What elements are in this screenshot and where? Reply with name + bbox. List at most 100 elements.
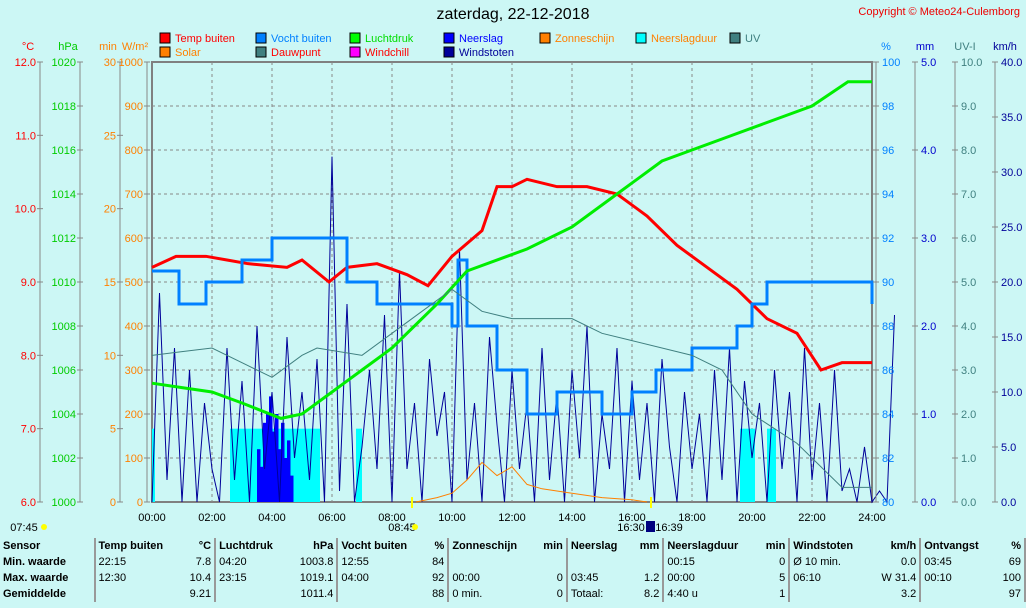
table-cell: 00:15 xyxy=(667,556,695,568)
axis-tick-label: 0.0 xyxy=(1001,497,1016,509)
axis-unit-label: km/h xyxy=(993,41,1017,53)
axis-tick-label: 800 xyxy=(125,145,143,157)
axis-unit-label: °C xyxy=(22,41,34,53)
table-cell: 00:00 xyxy=(667,572,695,584)
axis-tick-label: 20.0 xyxy=(1001,277,1022,289)
axis-tick-label: 30 xyxy=(104,57,116,69)
table-cell: 7.8 xyxy=(180,554,217,570)
x-tick-label: 24:00 xyxy=(858,512,886,524)
axis-tick-label: 1.0 xyxy=(961,453,976,465)
axis-tick-label: 10.0 xyxy=(961,57,982,69)
x-tick-label: 14:00 xyxy=(558,512,586,524)
sun-icon xyxy=(412,524,418,530)
series-temp-buiten xyxy=(151,177,872,372)
axis-tick-label: 100 xyxy=(882,57,900,69)
axis-tick-label: 400 xyxy=(125,321,143,333)
axis-tick-label: 3.0 xyxy=(921,233,936,245)
sun-event-time: 16:30 xyxy=(617,522,645,534)
legend-label: Neerslagduur xyxy=(651,33,717,45)
axis-tick-label: 4.0 xyxy=(961,321,976,333)
table-cell xyxy=(86,538,96,554)
series-vocht-buiten xyxy=(152,236,874,416)
axis-tick-label: 90 xyxy=(882,277,894,289)
table-cell: 12:55 xyxy=(341,556,369,568)
table-cell: Gemiddelde xyxy=(3,588,66,600)
legend-swatch xyxy=(443,32,455,44)
table-cell: 12:30 xyxy=(98,572,127,584)
axis-tick-label: 700 xyxy=(125,189,143,201)
axis-tick-label: 7.0 xyxy=(21,424,36,436)
axis-tick-label: 10.0 xyxy=(15,204,36,216)
legend-swatch xyxy=(255,32,267,44)
axis-tick-label: 100 xyxy=(125,453,143,465)
table-cell: km/h xyxy=(869,538,922,554)
axis-tick-label: 5.0 xyxy=(1001,442,1016,454)
x-tick-label: 10:00 xyxy=(438,512,466,524)
table-row: Max. waarde 12:30 10.4 23:15 1019.1 04:00 92 00… xyxy=(0,570,1026,586)
legend-swatch xyxy=(539,32,551,44)
axis-tick-label: 9.0 xyxy=(21,277,36,289)
legend-label: Windchill xyxy=(365,47,409,59)
axis-unit-label: hPa xyxy=(58,41,78,53)
axis-tick-label: 1014 xyxy=(52,189,76,201)
axis-unit-label: min xyxy=(99,41,117,53)
sunrise-icon xyxy=(41,524,47,530)
table-cell: 23:15 xyxy=(219,572,247,584)
axis-tick-label: 84 xyxy=(882,409,894,421)
table-cell xyxy=(567,554,631,570)
axis-tick-label: 98 xyxy=(882,101,894,113)
axis-tick-label: 25 xyxy=(104,130,116,142)
legend-swatch xyxy=(443,46,455,58)
table-cell xyxy=(86,570,96,586)
rainfall-bar xyxy=(290,475,294,502)
axis-tick-label: 1020 xyxy=(52,57,76,69)
table-cell: 22:15 xyxy=(98,556,127,568)
table-cell: 100 xyxy=(994,570,1026,586)
axis-tick-label: 86 xyxy=(882,365,894,377)
axis-tick-label: 900 xyxy=(125,101,143,113)
axis-tick-label: 0.0 xyxy=(921,497,936,509)
table-cell: 1.2 xyxy=(631,570,665,586)
table-cell: Vocht buiten xyxy=(341,540,408,552)
table-cell: 0 xyxy=(757,554,791,570)
x-tick-label: 00:00 xyxy=(138,512,166,524)
x-tick-label: 18:00 xyxy=(678,512,706,524)
legend-swatch xyxy=(635,32,647,44)
table-cell: Totaal: xyxy=(570,588,604,600)
legend-label: UV xyxy=(745,33,761,45)
rainfall-bar xyxy=(266,414,270,502)
axis-tick-label: 500 xyxy=(125,277,143,289)
axis-tick-label: 5.0 xyxy=(961,277,976,289)
axis-tick-label: 200 xyxy=(125,409,143,421)
axis-tick-label: 10.0 xyxy=(1001,387,1022,399)
legend-label: Temp buiten xyxy=(175,33,235,45)
sun-event-time: 07:45 xyxy=(10,522,38,534)
summary-table: Sensor Temp buiten °C Luchtdruk hPa Vocht bui… xyxy=(0,538,1026,602)
table-cell: 88 xyxy=(425,586,450,602)
rainfall-bar xyxy=(272,431,276,502)
axis-tick-label: 11.0 xyxy=(15,130,36,142)
legend-swatch xyxy=(729,32,741,44)
table-cell: 0 xyxy=(534,586,568,602)
table-cell: 00:00 xyxy=(452,572,480,584)
rainfall-bar xyxy=(269,396,273,502)
axis-tick-label: 8.0 xyxy=(961,145,976,157)
rainfall-bar xyxy=(284,458,288,502)
table-cell: 1019.1 xyxy=(288,570,339,586)
rainfall-bar xyxy=(260,466,264,502)
legend-swatch xyxy=(159,32,171,44)
table-cell: Ø 10 min. xyxy=(793,556,841,568)
table-cell xyxy=(95,586,181,602)
x-tick-label: 12:00 xyxy=(498,512,526,524)
chart-title: zaterdag, 22-12-2018 xyxy=(436,6,590,23)
legend-swatch xyxy=(349,32,361,44)
axis-tick-label: 25.0 xyxy=(1001,222,1022,234)
copyright: Copyright © Meteo24-Culemborg xyxy=(858,6,1020,18)
table-cell: 4:40 u xyxy=(667,588,698,600)
axis-tick-label: 82 xyxy=(882,453,894,465)
rainfall-bar xyxy=(281,422,285,502)
rain-duration-bar xyxy=(740,428,755,502)
axis-tick-label: 8.0 xyxy=(21,350,36,362)
legend-label: Solar xyxy=(175,47,201,59)
table-cell: 03:45 xyxy=(924,556,952,568)
